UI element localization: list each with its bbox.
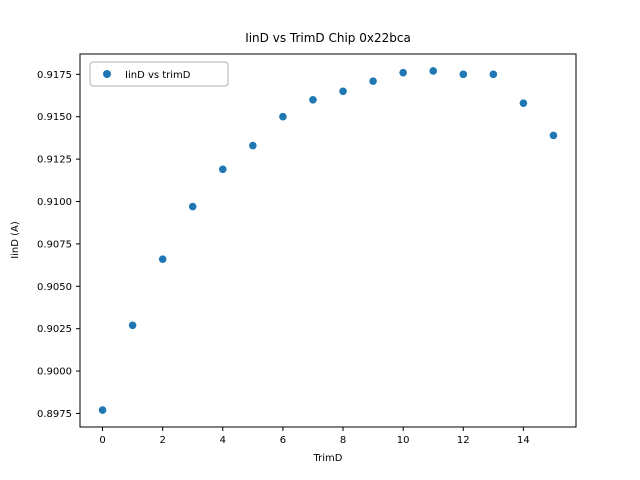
- legend-box: [89, 61, 229, 87]
- y-tick-label: 0.9050: [37, 282, 72, 293]
- scatter-point: [549, 131, 558, 140]
- scatter-point: [279, 112, 287, 121]
- y-tick-label: 0.9075: [37, 239, 72, 250]
- scatter-point: [128, 321, 137, 330]
- legend: IinD vs trimD: [89, 61, 229, 87]
- scatter-point: [158, 255, 167, 263]
- scatter-point: [98, 406, 107, 414]
- scatter-point: [489, 70, 498, 79]
- legend-entry-label: IinD vs trimD: [125, 70, 191, 81]
- scatter-point: [218, 165, 227, 174]
- scatter-point: [309, 95, 317, 104]
- y-tick-label: 0.9150: [37, 112, 72, 123]
- scatter-point: [459, 70, 468, 79]
- axes-frame: [79, 53, 577, 428]
- data-points: [98, 67, 558, 414]
- y-axis-label: IinD (A): [10, 221, 21, 259]
- y-tick-label: 0.9000: [37, 367, 72, 378]
- scatter-point: [429, 67, 438, 75]
- scatter-point: [519, 99, 528, 107]
- chart-title: IinD vs TrimD Chip 0x22bca: [245, 31, 411, 45]
- scatter-point: [249, 141, 257, 150]
- y-tick-label: 0.9175: [37, 70, 72, 81]
- x-tick-label: 2: [159, 435, 165, 446]
- scatter-point: [188, 202, 197, 211]
- y-tick-label: 0.9100: [37, 197, 72, 208]
- x-tick-label: 10: [397, 435, 410, 446]
- axis-ticks: 0 2 4 6 8 10 12 14 0.8975 0.9000 0.9025 0.9050 0.907…: [37, 70, 530, 446]
- x-tick-label: 12: [457, 435, 470, 446]
- y-tick-label: 0.9025: [37, 324, 72, 335]
- y-tick-label: 0.9125: [37, 155, 72, 166]
- legend-marker-icon: [103, 70, 111, 78]
- scatter-point: [339, 87, 347, 96]
- scatter-point: [369, 77, 377, 85]
- x-axis-label: TrimD: [313, 453, 343, 464]
- x-tick-label: 6: [280, 435, 286, 446]
- scatter-point: [399, 68, 407, 77]
- x-tick-label: 0: [99, 435, 105, 446]
- x-tick-label: 8: [340, 435, 346, 446]
- y-tick-label: 0.8975: [37, 409, 72, 420]
- x-tick-label: 14: [517, 435, 530, 446]
- x-tick-label: 4: [220, 435, 226, 446]
